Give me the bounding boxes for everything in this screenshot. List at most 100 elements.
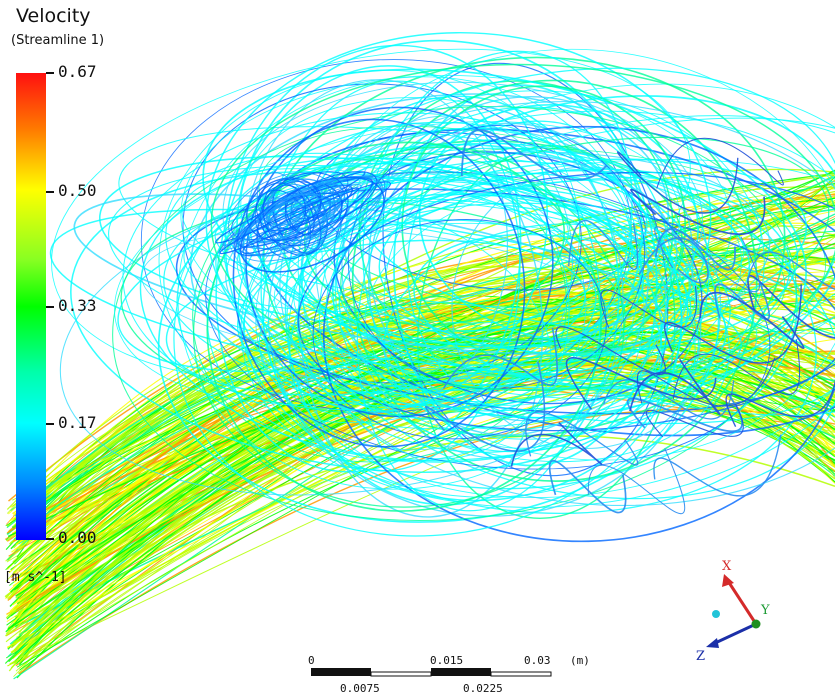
streamline-core-flow	[8, 254, 835, 617]
scale-label-003: 0.03	[524, 654, 551, 667]
streamline-slow-loop	[424, 361, 546, 452]
streamline-vortex-loop	[205, 31, 712, 409]
streamline-vortex-core	[215, 171, 366, 244]
streamline-slow-loop	[603, 379, 735, 420]
streamline-slow-loop	[714, 282, 770, 321]
streamline-core-flow	[10, 375, 835, 646]
legend-subtitle: (Streamline 1)	[11, 33, 105, 48]
colorbar-label-max: 0.67	[58, 62, 97, 81]
colorbar-tick-033	[46, 306, 54, 308]
streamline-slow-loop	[629, 358, 721, 415]
streamline-vortex-loop	[347, 124, 646, 390]
streamline-slow-loop	[568, 219, 639, 271]
streamline-slow-loop	[442, 327, 558, 389]
x-axis-arrowhead	[722, 574, 734, 587]
streamline-vortex-loop	[210, 63, 835, 391]
streamline-vortex-loop	[240, 110, 835, 508]
streamline-slow-loop	[672, 339, 801, 400]
scale-bar-segment-3	[431, 668, 491, 676]
streamline-slow-loop	[616, 151, 739, 214]
streamline-slow-loop	[630, 188, 766, 236]
streamline-vortex-loop	[258, 125, 786, 348]
streamline-field	[4, 31, 835, 680]
streamline-vortex-loop	[300, 158, 808, 349]
colorbar-tick-min	[46, 538, 54, 540]
streamline-core-flow	[18, 299, 835, 545]
triad-origin	[751, 619, 761, 629]
streamline-vortex-loop	[222, 81, 703, 353]
streamline-core-flow	[9, 256, 835, 665]
streamline-vortex-core	[242, 181, 391, 254]
axis-triad[interactable]	[690, 555, 790, 665]
velocity-colorbar	[16, 73, 46, 540]
streamline-slow-loop	[600, 285, 697, 328]
streamline-slow-loop	[510, 421, 603, 467]
streamline-vortex-loop	[297, 90, 765, 440]
streamline-vortex-loop	[224, 44, 548, 413]
streamline-vortex-loop	[181, 168, 591, 324]
streamline-vortex-loop	[108, 164, 696, 367]
streamline-vortex-loop	[206, 141, 602, 512]
streamline-vortex-core	[262, 181, 322, 229]
streamline-vortex-loop	[242, 79, 509, 414]
streamline-vortex-loop	[368, 122, 649, 436]
streamline-vortex-loop	[325, 194, 730, 463]
streamline-vortex-loop	[163, 179, 731, 412]
streamline-slow-loop	[699, 291, 805, 349]
streamline-slow-loop	[565, 356, 717, 410]
z-axis-arrow	[706, 622, 757, 648]
streamline-slow-loop	[626, 393, 743, 433]
streamline-core-flow	[13, 180, 835, 522]
streamline-vortex-loop	[245, 106, 554, 418]
streamline-slow-loop	[555, 326, 666, 376]
streamline-vortex-loop	[173, 121, 683, 537]
x-axis-label: X	[722, 559, 732, 574]
streamline-slow-loop	[525, 411, 639, 466]
streamline-vortex-loop	[192, 152, 625, 508]
z-axis-arrowhead	[706, 638, 719, 648]
streamline-vortex-loop	[215, 197, 835, 425]
streamline-vortex-loop	[205, 171, 771, 470]
streamline-vortex-loop	[393, 84, 658, 467]
colorbar-label-033: 0.33	[58, 296, 97, 315]
x-axis-arrow	[722, 574, 758, 625]
scale-bar-segment-4	[490, 671, 552, 677]
streamline-vortex-loop	[117, 172, 648, 373]
streamline-slow-loop	[548, 459, 627, 514]
streamline-slow-loop	[746, 251, 835, 290]
scale-label-0: 0	[308, 654, 315, 667]
streamline-core-flow	[5, 434, 835, 637]
streamline-vortex-loop	[215, 65, 522, 473]
streamline-slow-loop	[645, 404, 744, 438]
y-axis-dot	[712, 610, 720, 618]
streamline-slow-loop	[653, 434, 782, 497]
scale-bar	[311, 668, 552, 677]
colorbar-label-017: 0.17	[58, 413, 97, 432]
legend-title: Velocity	[16, 5, 91, 27]
streamline-vortex-core	[268, 200, 304, 227]
scale-label-00075: 0.0075	[340, 682, 380, 695]
streamline-vortex-loop	[413, 233, 727, 390]
z-axis-line	[712, 622, 757, 646]
colorbar-tick-050	[46, 191, 54, 193]
streamline-vortex-loop	[322, 125, 835, 543]
streamline-slow-loop	[587, 448, 686, 515]
streamline-vortex-loop	[242, 219, 597, 407]
scale-label-0015: 0.015	[430, 654, 464, 667]
velocity-unit-label: [m s^-1]	[4, 570, 67, 585]
streamline-slow-loop	[663, 284, 802, 364]
streamline-vortex-loop	[258, 117, 835, 430]
streamline-core-flow	[7, 312, 835, 515]
scale-unit-label: (m)	[570, 654, 590, 667]
streamline-vortex-core	[255, 182, 307, 235]
streamline-core-flow	[14, 175, 835, 517]
streamline-slow-loop	[725, 378, 835, 427]
streamline-core-flow	[18, 245, 835, 669]
streamline-core-flow	[16, 176, 835, 665]
streamline-core-flow	[13, 220, 835, 540]
streamline-vortex-loop	[312, 219, 607, 440]
streamline-core-flow	[13, 230, 835, 680]
streamline-vortex-loop	[351, 79, 758, 482]
streamline-vortex-loop	[114, 121, 681, 406]
